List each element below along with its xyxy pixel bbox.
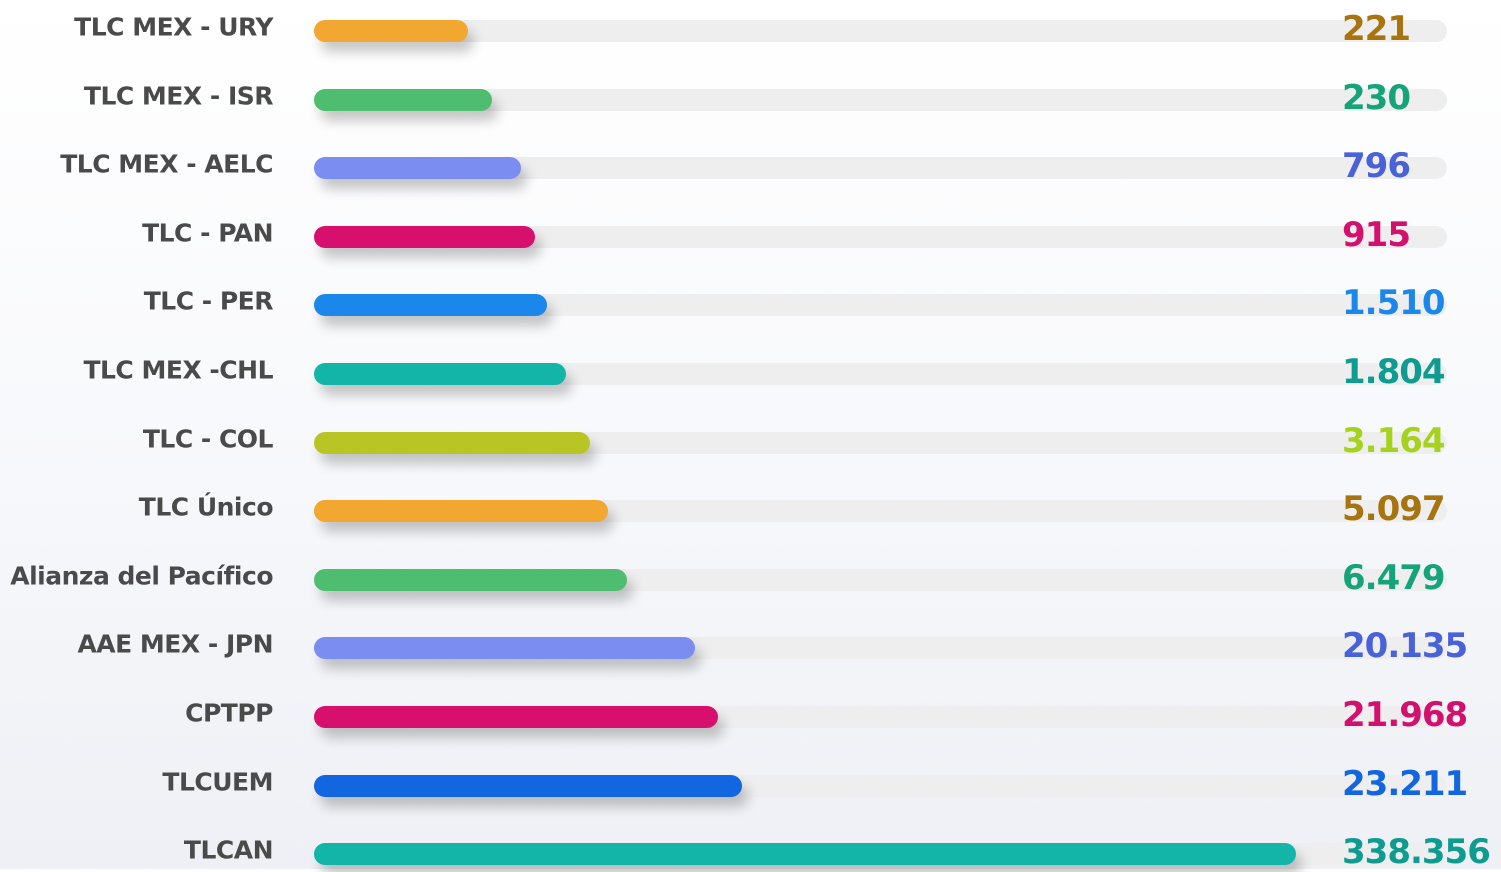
category-label: TLC - PER: [143, 286, 274, 316]
value-label: 23.211: [1342, 763, 1468, 804]
value-label: 1.510: [1342, 283, 1446, 324]
category-label: TLC - PAN: [142, 218, 273, 248]
bar: [314, 363, 566, 385]
bar: [314, 500, 608, 523]
bar: [314, 294, 547, 317]
bar: [314, 225, 535, 248]
category-label: CPTPP: [185, 698, 273, 728]
category-label: TLCUEM: [162, 767, 273, 797]
value-label: 338.356: [1342, 832, 1491, 872]
bar: [314, 20, 468, 42]
bar: [314, 774, 742, 797]
bar-track: [316, 363, 1447, 385]
bar: [314, 568, 627, 591]
category-label: TLC MEX - ISR: [83, 81, 274, 111]
bar: [314, 157, 521, 180]
bar-track: [316, 294, 1447, 317]
value-label: 221: [1342, 9, 1411, 49]
value-label: 20.135: [1342, 626, 1468, 667]
bar-track: [316, 20, 1447, 42]
value-label: 915: [1342, 214, 1411, 255]
category-label: TLCAN: [183, 835, 274, 865]
bar: [314, 88, 492, 111]
value-label: 6.479: [1342, 557, 1446, 598]
value-label: 796: [1342, 146, 1411, 187]
category-label: TLC MEX - URY: [74, 12, 273, 42]
value-label: 5.097: [1342, 489, 1446, 530]
category-label: TLC MEX -CHL: [83, 355, 273, 385]
value-label: 3.164: [1342, 420, 1446, 461]
value-label: 1.804: [1342, 352, 1446, 392]
bar-track: [316, 88, 1447, 111]
bar: [314, 637, 695, 660]
value-label: 230: [1342, 77, 1411, 118]
category-label: TLC Único: [138, 492, 274, 522]
bar: [314, 431, 590, 454]
category-label: Alianza del Pacífico: [10, 561, 273, 591]
bar-track: [316, 431, 1447, 454]
bar: [314, 843, 1296, 866]
bar: [314, 706, 718, 728]
bar-track: [316, 157, 1447, 180]
bar-track: [316, 225, 1447, 248]
category-label: AAE MEX - JPN: [77, 629, 273, 659]
category-label: TLC MEX - AELC: [60, 149, 273, 179]
value-label: 21.968: [1342, 695, 1468, 735]
category-label: TLC - COL: [142, 424, 274, 454]
